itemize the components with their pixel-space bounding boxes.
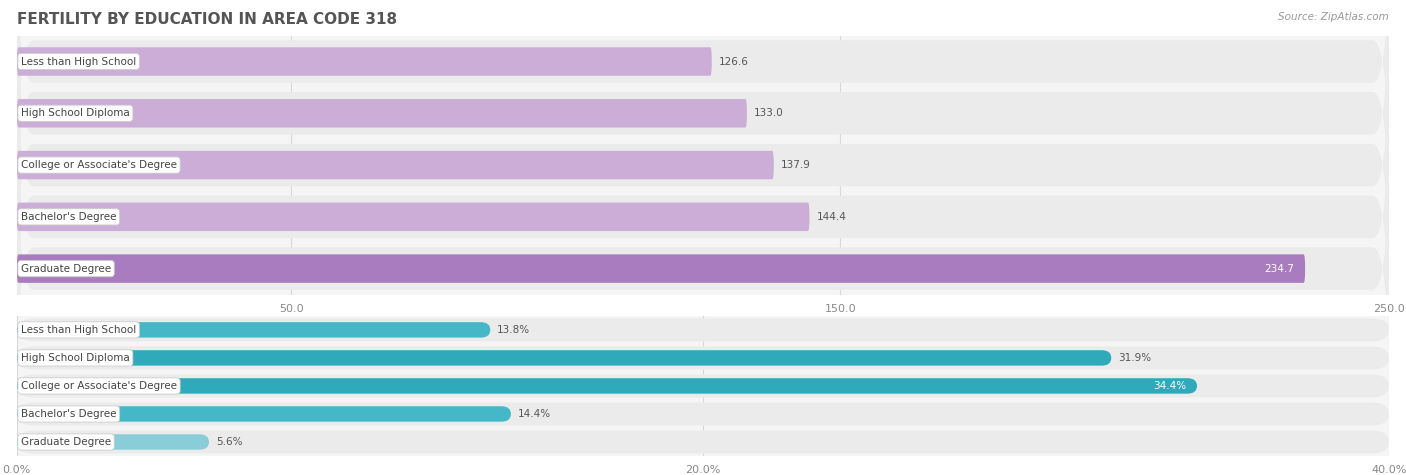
Text: 234.7: 234.7 <box>1264 264 1294 274</box>
FancyBboxPatch shape <box>17 83 1389 351</box>
FancyBboxPatch shape <box>17 318 1389 342</box>
FancyBboxPatch shape <box>17 203 810 231</box>
Text: 126.6: 126.6 <box>718 57 748 66</box>
Text: Bachelor's Degree: Bachelor's Degree <box>21 409 117 419</box>
Text: FERTILITY BY EDUCATION IN AREA CODE 318: FERTILITY BY EDUCATION IN AREA CODE 318 <box>17 12 396 27</box>
Text: High School Diploma: High School Diploma <box>21 353 129 363</box>
FancyBboxPatch shape <box>17 374 1389 398</box>
Text: 144.4: 144.4 <box>817 212 846 222</box>
FancyBboxPatch shape <box>17 346 1389 370</box>
Text: 14.4%: 14.4% <box>517 409 551 419</box>
FancyBboxPatch shape <box>17 31 1389 299</box>
Text: Source: ZipAtlas.com: Source: ZipAtlas.com <box>1278 12 1389 22</box>
FancyBboxPatch shape <box>17 48 711 76</box>
Text: Graduate Degree: Graduate Degree <box>21 264 111 274</box>
Text: Graduate Degree: Graduate Degree <box>21 437 111 447</box>
Text: College or Associate's Degree: College or Associate's Degree <box>21 381 177 391</box>
FancyBboxPatch shape <box>17 255 1305 283</box>
Text: 5.6%: 5.6% <box>217 437 242 447</box>
FancyBboxPatch shape <box>17 151 773 179</box>
FancyBboxPatch shape <box>17 430 1389 454</box>
FancyBboxPatch shape <box>17 134 1389 403</box>
FancyBboxPatch shape <box>17 378 1197 394</box>
Text: Bachelor's Degree: Bachelor's Degree <box>21 212 117 222</box>
Text: 31.9%: 31.9% <box>1118 353 1152 363</box>
FancyBboxPatch shape <box>17 350 1111 366</box>
FancyBboxPatch shape <box>17 99 747 127</box>
FancyBboxPatch shape <box>17 0 1389 247</box>
Text: Less than High School: Less than High School <box>21 57 136 66</box>
Text: Less than High School: Less than High School <box>21 325 136 335</box>
FancyBboxPatch shape <box>17 322 491 338</box>
Text: 133.0: 133.0 <box>754 108 783 118</box>
FancyBboxPatch shape <box>17 0 1389 196</box>
Text: College or Associate's Degree: College or Associate's Degree <box>21 160 177 170</box>
FancyBboxPatch shape <box>17 402 1389 426</box>
Text: 137.9: 137.9 <box>780 160 810 170</box>
FancyBboxPatch shape <box>17 406 510 422</box>
Text: 13.8%: 13.8% <box>498 325 530 335</box>
Text: High School Diploma: High School Diploma <box>21 108 129 118</box>
FancyBboxPatch shape <box>17 434 209 450</box>
Text: 34.4%: 34.4% <box>1153 381 1187 391</box>
